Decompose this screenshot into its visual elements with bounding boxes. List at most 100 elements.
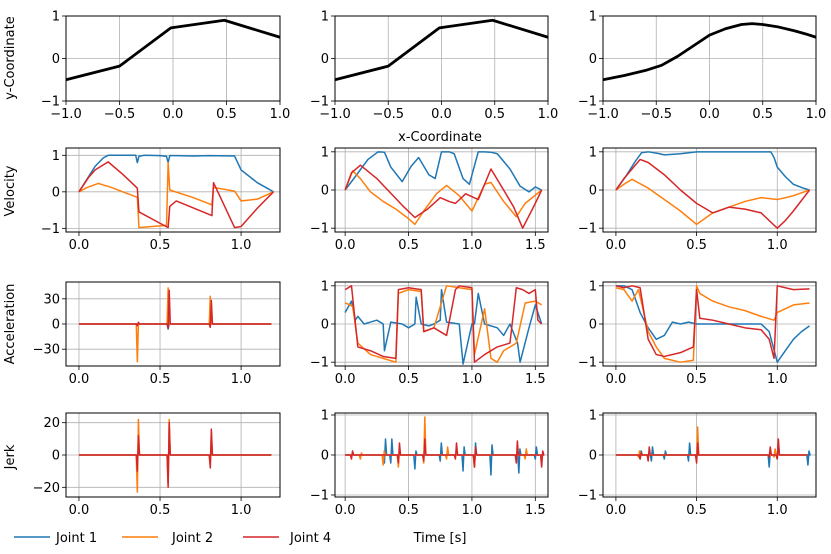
velocity-axes-frame	[65, 147, 281, 233]
velocity-ytick-label: 1	[321, 145, 329, 160]
jerk-ytick-label: −1	[310, 489, 329, 504]
acceleration-xtick-label: 1.0	[231, 372, 252, 387]
velocity-panel-3: 0.0 0.5 1.0 −1 0 1	[578, 145, 817, 253]
acceleration-ytick-label: 0	[589, 318, 597, 333]
acceleration-ytick-label: 1	[589, 279, 597, 294]
velocity-xtick-label: 0.0	[69, 238, 90, 253]
velocity-ytick-label: 1	[589, 145, 597, 160]
path-xtick-label: 1.0	[806, 107, 827, 122]
jerk-xtick-label: 0.5	[398, 503, 419, 518]
acceleration-xtick-label: 0.0	[335, 372, 356, 387]
path-axes-frame	[334, 15, 549, 102]
jerk-axes-frame	[334, 412, 549, 498]
path-xtick-label: 0.5	[216, 107, 237, 122]
acceleration-axes-frame	[602, 281, 817, 367]
path-xtick-label: 0.0	[163, 107, 184, 122]
jerk-panel-1: 0.0 0.5 1.0 −20 0 20	[33, 412, 281, 518]
acceleration-series-joint-2	[615, 285, 810, 363]
velocity-xtick-label: 1.5	[525, 238, 546, 253]
path-xtick-label: −0.5	[640, 107, 672, 122]
jerk-xtick-label: 1.0	[462, 503, 483, 518]
velocity-series-joint-4	[615, 158, 811, 229]
acceleration-series-joint-2	[344, 285, 543, 363]
row3-ylabel: Acceleration	[3, 284, 18, 365]
acceleration-ytick-label: 30	[43, 292, 60, 307]
jerk-ytick-label: 1	[321, 409, 329, 424]
velocity-panel-2: 0.0 0.5 1.0 1.5 −1 0 1	[310, 145, 549, 253]
jerk-xtick-label: 1.5	[525, 503, 546, 518]
jerk-series-joint-1	[345, 438, 540, 476]
velocity-ytick-label: −1	[41, 222, 60, 237]
velocity-series-joint-2	[344, 170, 543, 226]
velocity-xtick-label: 1.0	[231, 238, 252, 253]
jerk-xtick-label: 1.0	[767, 503, 788, 518]
velocity-xtick-label: 1.0	[462, 238, 483, 253]
path-xtick-label: −1.0	[319, 107, 351, 122]
jerk-ytick-label: 20	[43, 416, 60, 431]
velocity-ytick-label: 1	[52, 149, 60, 164]
jerk-ytick-label: 0	[321, 449, 329, 464]
acceleration-ytick-label: 0	[52, 318, 60, 333]
velocity-ytick-label: 0	[52, 185, 60, 200]
velocity-ytick-label: 0	[589, 184, 597, 199]
jerk-xtick-label: 0.0	[335, 503, 356, 518]
velocity-ytick-label: −1	[578, 222, 597, 237]
acceleration-ytick-label: −30	[33, 343, 60, 358]
path-xtick-label: −0.5	[104, 107, 136, 122]
path-panel-2: −1.0 −0.5 0.0 0.5 1.0 −1 0 1	[310, 10, 559, 123]
path-ytick-label: 0	[589, 52, 597, 67]
jerk-ytick-label: 0	[52, 449, 60, 464]
path-series-path	[602, 22, 817, 82]
path-axes-frame	[602, 15, 817, 102]
velocity-series-joint-2	[78, 161, 274, 229]
row4-ylabel: Jerk	[3, 444, 18, 470]
path-axes-frame	[65, 15, 281, 102]
velocity-xtick-label: 0.5	[398, 238, 419, 253]
path-xtick-label: 1.0	[538, 107, 559, 122]
path-ytick-label: 0	[52, 52, 60, 67]
jerk-ytick-label: −20	[33, 481, 60, 496]
velocity-xtick-label: 1.0	[767, 238, 788, 253]
acceleration-xtick-label: 0.5	[398, 372, 419, 387]
velocity-xtick-label: 0.0	[606, 238, 627, 253]
acceleration-ytick-label: −1	[310, 356, 329, 371]
path-ytick-label: 1	[52, 10, 60, 25]
jerk-xtick-label: 0.5	[150, 503, 171, 518]
acceleration-series-joint-1	[344, 288, 543, 365]
jerk-series-joint-4	[345, 438, 545, 468]
row2-ylabel: Velocity	[3, 165, 18, 216]
velocity-series-joint-1	[344, 151, 542, 193]
acceleration-ytick-label: 0	[321, 318, 329, 333]
time-xlabel: Time [s]	[413, 531, 467, 546]
path-xtick-label: −0.5	[372, 107, 404, 122]
path-panel-3: −1.0 −0.5 0.0 0.5 1.0 −1 0 1	[578, 10, 827, 123]
acceleration-axes-frame	[65, 281, 281, 367]
velocity-ytick-label: −1	[310, 222, 329, 237]
jerk-axes-frame	[602, 412, 817, 498]
path-ytick-label: −1	[41, 95, 60, 110]
acceleration-xtick-label: 0.0	[606, 372, 627, 387]
velocity-axes-frame	[334, 147, 549, 233]
acceleration-xtick-label: 1.5	[525, 372, 546, 387]
velocity-axes-frame	[602, 147, 817, 233]
path-ytick-label: −1	[578, 95, 597, 110]
velocity-xtick-label: 0.5	[686, 238, 707, 253]
path-series-path	[334, 18, 549, 82]
acceleration-panel-1: 0.0 0.5 1.0 −30 0 30	[33, 281, 281, 387]
jerk-series-joint-4	[78, 421, 272, 489]
jerk-panel-2: 0.0 0.5 1.0 1.5 −1 0 1	[310, 409, 549, 518]
acceleration-xtick-label: 0.5	[150, 372, 171, 387]
path-ytick-label: 0	[321, 52, 329, 67]
velocity-xtick-label: 0.0	[335, 238, 356, 253]
acceleration-panel-2: 0.0 0.5 1.0 1.5 −1 0 1	[310, 279, 549, 387]
path-xtick-label: 0.0	[699, 107, 720, 122]
path-xtick-label: 1.0	[270, 107, 291, 122]
legend-label-joint-1: Joint 1	[55, 531, 97, 546]
velocity-xtick-label: 0.5	[150, 238, 171, 253]
legend: Joint 1 Joint 2 Joint 4	[14, 531, 331, 546]
acceleration-series-joint-4	[78, 289, 272, 329]
jerk-series-joint-4	[615, 438, 808, 464]
row1-ylabel: y-Coordinate	[3, 16, 18, 99]
